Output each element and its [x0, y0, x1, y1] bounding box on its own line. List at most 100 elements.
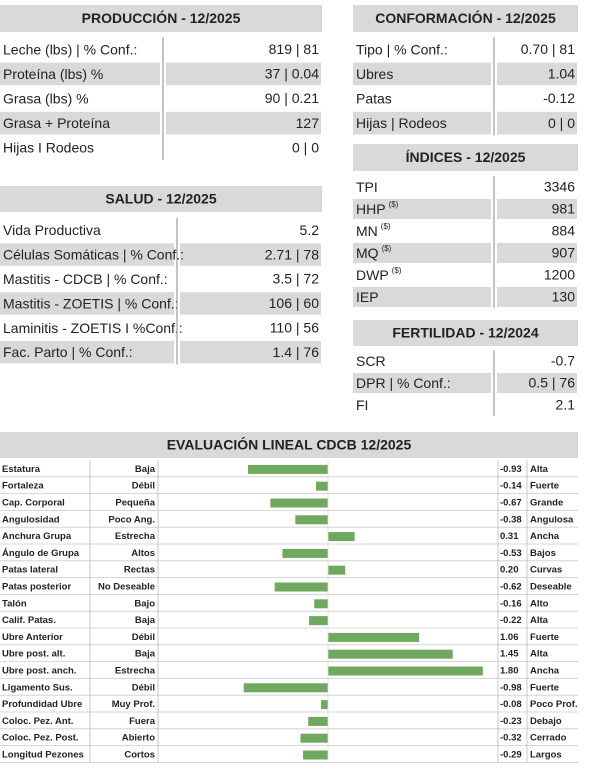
- value-label: -0.16: [500, 598, 522, 609]
- trait: Ubre post. anch.: [2, 666, 76, 677]
- row-value: 2.1: [556, 397, 576, 413]
- bar: [300, 733, 328, 743]
- value-label: 0.20: [500, 565, 519, 576]
- row-label: MQ ($): [356, 244, 392, 261]
- row-label-text: Mastitis - CDCB | % Conf.:: [3, 271, 168, 287]
- row-label-text: MQ: [356, 245, 379, 261]
- row-label-text: Proteína (lbs) %: [3, 66, 103, 82]
- section-header: [353, 320, 578, 346]
- row-shade: [0, 243, 174, 266]
- low-label: Fuera: [129, 716, 156, 727]
- high-label: Alta: [530, 464, 549, 475]
- row-value: 110 | 56: [270, 320, 320, 336]
- trait: Ángulo de Grupa: [2, 548, 80, 559]
- bar: [315, 481, 328, 491]
- value-label: -0.62: [500, 582, 522, 593]
- row-label: Células Somáticas | % Conf.:: [3, 246, 184, 262]
- trait: Patas lateral: [2, 565, 58, 576]
- value-label: -0.14: [500, 481, 522, 492]
- row-label: Hijas I Rodeos: [3, 139, 94, 155]
- row-label-text: Hijas | Rodeos: [356, 115, 447, 131]
- section-title: CONFORMACIÓN - 12/2025: [375, 9, 556, 26]
- row-label: FI: [356, 397, 368, 413]
- row-label-text: Grasa + Proteína: [3, 115, 110, 131]
- high-label: Alta: [530, 615, 549, 626]
- high-label: Largos: [530, 750, 562, 761]
- value-label: -0.32: [500, 733, 522, 744]
- row-shade: [0, 111, 160, 135]
- row-label-text: Células Somáticas | % Conf.:: [3, 246, 184, 262]
- row-shade: [497, 243, 577, 263]
- trait: Patas posterior: [2, 582, 71, 593]
- low-label: Baja: [135, 464, 156, 475]
- row-shade: [0, 341, 174, 364]
- low-label: Pequeña: [115, 498, 155, 509]
- row-shade: [353, 111, 491, 135]
- row-value: 1.4 | 76: [273, 344, 320, 360]
- row-label: DPR | % Conf.:: [356, 375, 451, 391]
- value-label: -0.29: [500, 750, 522, 761]
- row-unit: ($): [392, 266, 402, 275]
- row-value: 130: [552, 289, 576, 305]
- bar: [243, 683, 328, 693]
- trait: Estatura: [2, 464, 41, 475]
- row-value: 127: [296, 115, 320, 131]
- row-shade: [497, 373, 577, 393]
- row-label: Tipo | % Conf.:: [356, 41, 448, 57]
- row-label: Grasa + Proteína: [3, 115, 110, 131]
- row-label: TPI: [356, 179, 378, 195]
- bar: [314, 599, 328, 609]
- row-shade: [497, 111, 577, 135]
- trait: Ubre Anterior: [2, 632, 63, 643]
- row-value: 907: [552, 245, 576, 261]
- low-label: No Deseable: [98, 582, 155, 593]
- high-label: Grande: [530, 498, 563, 509]
- row-shade: [166, 111, 321, 135]
- row-label: HHP ($): [356, 200, 399, 217]
- bar: [308, 716, 328, 726]
- section-header: [0, 186, 322, 212]
- row-label-text: Patas: [356, 90, 392, 106]
- bar: [321, 700, 328, 710]
- row-label: MN ($): [356, 222, 391, 239]
- high-label: Fuerte: [530, 682, 559, 693]
- row-shade: [0, 292, 174, 315]
- row-value: 2.71 | 78: [265, 246, 319, 262]
- bar: [328, 565, 346, 575]
- bar: [303, 750, 328, 760]
- row-shade: [180, 243, 321, 266]
- low-label: Abierto: [122, 733, 155, 744]
- row-shade: [353, 199, 491, 219]
- low-label: Baja: [135, 615, 156, 626]
- trait: Calif. Patas.: [2, 615, 56, 626]
- row-label-text: Grasa (lbs) %: [3, 90, 89, 106]
- trait: Cap. Corporal: [2, 498, 65, 509]
- trait: Profundidad Ubre: [2, 699, 82, 710]
- high-label: Alta: [530, 649, 549, 660]
- row-shade: [166, 62, 321, 86]
- value-label: 1.06: [500, 632, 519, 643]
- section-title: PRODUCCIÓN - 12/2025: [82, 9, 241, 26]
- high-label: Debajo: [530, 716, 562, 727]
- row-label-text: SCR: [356, 353, 386, 369]
- row-label-text: Mastitis - ZOETIS | % Conf.:: [3, 295, 179, 311]
- row-label: SCR: [356, 353, 386, 369]
- row-label-text: DPR | % Conf.:: [356, 375, 451, 391]
- row-value: 884: [552, 223, 576, 239]
- row-label-text: HHP: [356, 201, 386, 217]
- section-title: ÍNDICES - 12/2025: [406, 149, 526, 165]
- section-header: [353, 5, 578, 32]
- high-label: Curvas: [530, 565, 562, 576]
- row-label: Mastitis - CDCB | % Conf.:: [3, 271, 168, 287]
- low-label: Bajo: [134, 598, 155, 609]
- bar: [248, 464, 328, 474]
- value-label: 1.80: [500, 666, 519, 677]
- value-label: -0.23: [500, 716, 522, 727]
- high-label: Ancha: [530, 666, 560, 677]
- row-label: Mastitis - ZOETIS | % Conf.:: [3, 295, 179, 311]
- low-label: Altos: [131, 548, 155, 559]
- row-label: Ubres: [356, 66, 393, 82]
- row-value: 90 | 0.21: [265, 90, 319, 106]
- row-shade: [180, 341, 321, 364]
- row-label: Hijas | Rodeos: [356, 115, 447, 131]
